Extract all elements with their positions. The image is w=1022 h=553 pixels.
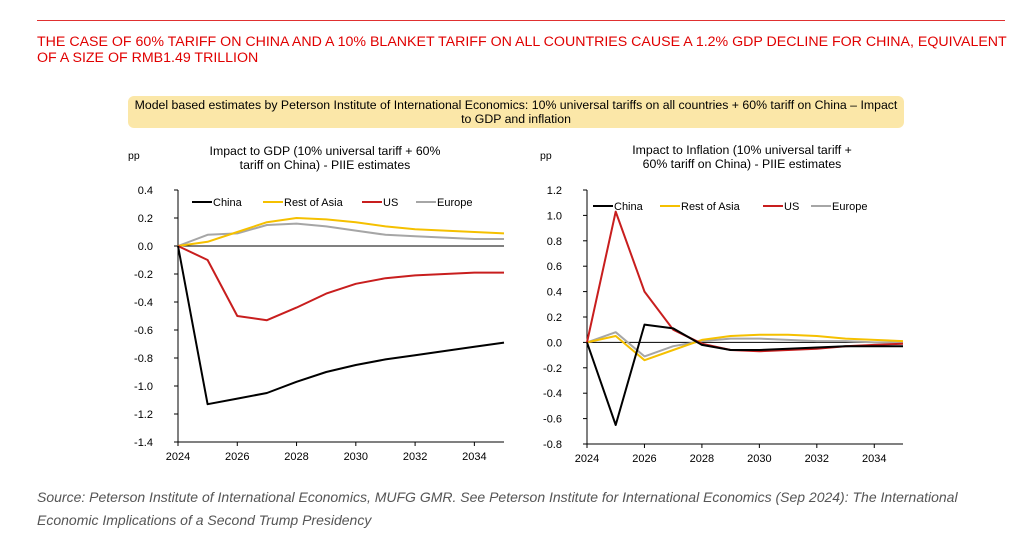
inflation-y-tick-label: 0.2 bbox=[547, 312, 562, 324]
gdp-legend-label-us: US bbox=[383, 197, 398, 209]
inflation-legend-label-us: US bbox=[784, 201, 799, 213]
inflation-x-tick-label: 2030 bbox=[747, 453, 771, 465]
inflation-y-tick-label: 0.4 bbox=[547, 287, 562, 299]
inflation-x-tick-label: 2034 bbox=[862, 453, 886, 465]
inflation-y-tick-label: -0.8 bbox=[543, 439, 562, 451]
inflation-legend-label-china: China bbox=[614, 201, 644, 213]
gdp-series-line-us bbox=[177, 245, 504, 322]
inflation-x-tick-label: 2032 bbox=[805, 453, 829, 465]
inflation-y-tick-label: 1.0 bbox=[547, 210, 562, 222]
gdp-series-line-china bbox=[177, 245, 505, 406]
model-banner: Model based estimates by Peterson Instit… bbox=[128, 96, 904, 128]
inflation-y-tick-label: 1.2 bbox=[547, 185, 562, 197]
gdp-x-tick-label: 2026 bbox=[225, 451, 249, 463]
gdp-x-tick-label: 2024 bbox=[166, 451, 190, 463]
inflation-x-tick-label: 2028 bbox=[690, 453, 714, 465]
gdp-y-tick-label: -0.2 bbox=[134, 269, 153, 281]
gdp-y-axis-label: pp bbox=[128, 150, 140, 162]
source-note: Source: Peterson Institute of Internatio… bbox=[37, 489, 958, 528]
gdp-legend-label-europe: Europe bbox=[437, 197, 472, 209]
inflation-legend-label-rest-of-asia: Rest of Asia bbox=[681, 201, 741, 213]
inflation-y-tick-label: -0.4 bbox=[543, 388, 562, 400]
inflation-series-line-china bbox=[586, 323, 903, 426]
gdp-y-tick-label: -0.4 bbox=[134, 297, 153, 309]
inflation-y-tick-label: 0.8 bbox=[547, 236, 562, 248]
inflation-x-tick-label: 2024 bbox=[575, 453, 599, 465]
inflation-y-tick-label: 0.0 bbox=[547, 337, 562, 349]
inflation-y-tick-label: 0.6 bbox=[547, 261, 562, 273]
gdp-y-tick-label: 0.2 bbox=[138, 213, 153, 225]
gdp-x-tick-label: 2032 bbox=[403, 451, 427, 463]
inflation-series-line-us bbox=[586, 210, 904, 353]
inflation-y-tick-label: -0.6 bbox=[543, 414, 562, 426]
gdp-legend-label-rest-of-asia: Rest of Asia bbox=[284, 197, 344, 209]
gdp-y-tick-label: -1.4 bbox=[134, 437, 153, 449]
gdp-chart-title-line: tariff on China) - PIIE estimates bbox=[240, 158, 411, 172]
gdp-y-tick-label: -1.2 bbox=[134, 409, 153, 421]
inflation-x-tick-label: 2026 bbox=[632, 453, 656, 465]
inflation-y-axis-label: pp bbox=[540, 150, 552, 162]
gdp-chart-title-line: Impact to GDP (10% universal tariff + 60… bbox=[210, 144, 441, 158]
gdp-y-tick-label: 0.0 bbox=[138, 241, 153, 253]
inflation-legend-label-europe: Europe bbox=[832, 201, 867, 213]
inflation-chart-title-line: 60% tariff on China) - PIIE estimates bbox=[643, 157, 842, 171]
headline: THE CASE OF 60% TARIFF ON CHINA AND A 10… bbox=[37, 34, 1007, 66]
gdp-legend-label-china: China bbox=[213, 197, 243, 209]
inflation-chart-title-line: Impact to Inflation (10% universal tarif… bbox=[632, 143, 852, 157]
gdp-x-tick-label: 2030 bbox=[344, 451, 368, 463]
inflation-y-tick-label: -0.2 bbox=[543, 363, 562, 375]
gdp-x-tick-label: 2028 bbox=[284, 451, 308, 463]
gdp-x-tick-label: 2034 bbox=[462, 451, 486, 463]
gdp-y-tick-label: 0.4 bbox=[138, 185, 153, 197]
gdp-y-tick-label: -1.0 bbox=[134, 381, 153, 393]
inflation-series-line-rest-of-asia bbox=[586, 333, 904, 362]
gdp-y-tick-label: -0.8 bbox=[134, 353, 153, 365]
gdp-y-tick-label: -0.6 bbox=[134, 325, 153, 337]
inflation-series-line-europe bbox=[586, 331, 903, 358]
gdp-series-line-rest-of-asia bbox=[177, 217, 505, 247]
top-rule bbox=[37, 20, 1005, 21]
